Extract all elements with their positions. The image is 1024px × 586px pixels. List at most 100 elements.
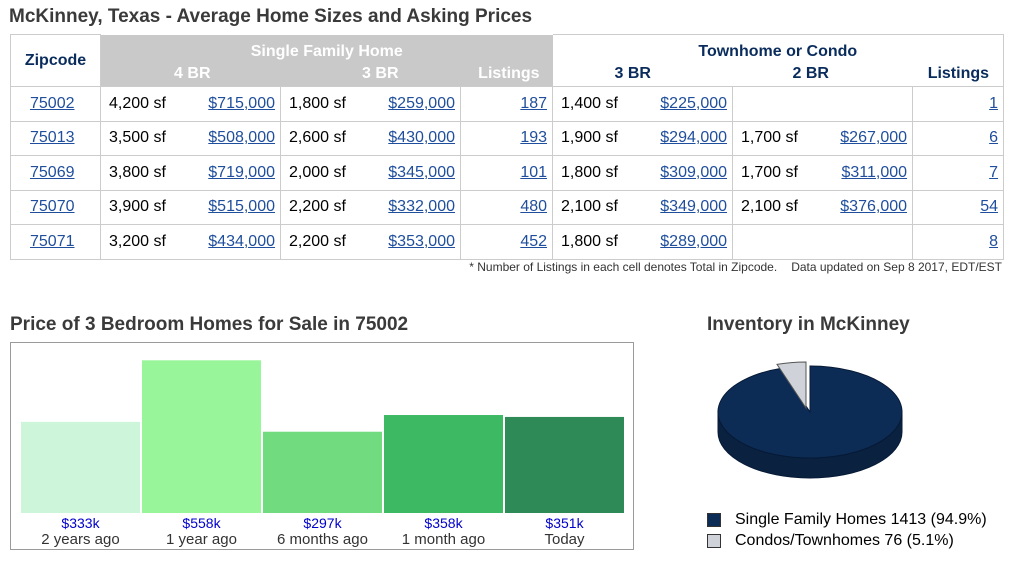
zipcode-link[interactable]: 75071 <box>30 232 75 250</box>
category-label: Today <box>544 531 585 548</box>
tc-listings-header: Listings <box>912 62 1005 87</box>
listings-link[interactable]: 193 <box>520 129 548 147</box>
listings-link[interactable]: 187 <box>520 94 548 112</box>
price-link[interactable]: $259,000 <box>388 94 455 112</box>
zipcode-link[interactable]: 75013 <box>30 129 75 147</box>
listings-link[interactable]: 7 <box>989 163 999 181</box>
price-link[interactable]: $430,000 <box>388 129 455 147</box>
pie-slice-condos <box>776 361 807 410</box>
zipcode-header: Zipcode <box>10 34 101 87</box>
listings-link[interactable]: 480 <box>520 198 548 216</box>
price-link[interactable]: $225,000 <box>660 94 728 112</box>
tc-3br-cell: 1,800 sf $309,000 <box>552 155 734 191</box>
zipcode-link[interactable]: 75070 <box>30 198 75 216</box>
inventory-pie-chart <box>717 361 903 479</box>
size-value: 2,600 sf <box>289 129 346 147</box>
legend-label: Condos/Townhomes <box>735 531 880 549</box>
price-link[interactable]: $294,000 <box>660 129 728 147</box>
price-link[interactable]: $311,000 <box>841 163 908 181</box>
price-link[interactable]: $289,000 <box>660 232 728 250</box>
sf-4br-cell: 3,900 sf $515,000 <box>100 189 281 225</box>
bar-value-label: $351k <box>545 515 584 531</box>
bar <box>263 431 382 513</box>
size-value: 2,000 sf <box>289 163 346 181</box>
size-value: 2,100 sf <box>561 198 618 216</box>
size-value: 3,800 sf <box>109 163 166 181</box>
bar <box>384 415 503 513</box>
zipcode-link[interactable]: 75002 <box>30 94 75 112</box>
listings-link[interactable]: 101 <box>520 163 548 181</box>
price-link[interactable]: $267,000 <box>840 129 908 147</box>
pie-legend: Single Family Homes 1413 (94.9%) Condos/… <box>707 509 987 551</box>
price-link[interactable]: $353,000 <box>388 232 455 250</box>
price-link[interactable]: $515,000 <box>208 198 275 216</box>
sf-listings-header: Listings <box>460 62 553 87</box>
bar-chart-title: Price of 3 Bedroom Homes for Sale in 750… <box>10 314 409 335</box>
tc-3br-cell: 2,100 sf $349,000 <box>552 189 734 225</box>
legend-label: Single Family Homes <box>735 510 887 528</box>
tc-3br-header: 3 BR <box>552 62 733 87</box>
size-value: 2,200 sf <box>289 232 346 250</box>
size-value: 3,900 sf <box>109 198 166 216</box>
legend-item-condos: Condos/Townhomes 76 (5.1%) <box>707 530 987 551</box>
price-link[interactable]: $434,000 <box>208 232 275 250</box>
price-link[interactable]: $719,000 <box>208 163 275 181</box>
size-value: 2,100 sf <box>741 198 798 216</box>
price-link[interactable]: $309,000 <box>660 163 728 181</box>
listings-link[interactable]: 8 <box>989 232 999 250</box>
data-updated-note: Data updated on Sep 8 2017, EDT/EST <box>791 260 1002 274</box>
bar <box>21 421 140 513</box>
zipcode-link[interactable]: 75069 <box>30 163 75 181</box>
bar <box>142 360 261 513</box>
listings-link[interactable]: 452 <box>520 232 548 250</box>
legend-item-single-family: Single Family Homes 1413 (94.9%) <box>707 509 987 530</box>
table-row: 75070 3,900 sf $515,000 2,200 sf $332,000 480… <box>10 189 1005 225</box>
size-value: 1,800 sf <box>289 94 346 112</box>
sf-3br-header: 3 BR <box>280 62 461 87</box>
sf-listings-cell: 187 <box>459 86 554 122</box>
sf-4br-cell: 3,500 sf $508,000 <box>100 120 281 156</box>
price-link[interactable]: $345,000 <box>388 163 455 181</box>
size-value: 2,200 sf <box>289 198 346 216</box>
sf-4br-cell: 4,200 sf $715,000 <box>100 86 281 122</box>
bar-value-label: $297k <box>303 515 342 531</box>
tc-3br-cell: 1,900 sf $294,000 <box>552 120 734 156</box>
price-bar-chart: $333k 2 years ago $558k 1 year ago $297k 6 mo… <box>10 342 634 550</box>
table-footnote: * Number of Listings in each cell denote… <box>469 260 1002 274</box>
tc-listings-cell: 8 <box>912 224 1005 260</box>
tc-listings-cell: 7 <box>912 155 1005 191</box>
listings-link[interactable]: 54 <box>980 198 999 216</box>
table-row: 75071 3,200 sf $434,000 2,200 sf $353,000 452… <box>10 224 1005 260</box>
legend-swatch <box>707 512 721 527</box>
legend-percent: 5.1% <box>912 531 949 549</box>
townhome-condo-header: Townhome or Condo <box>552 34 1005 63</box>
listings-link[interactable]: 6 <box>989 129 999 147</box>
bar-value-label: $358k <box>424 515 463 531</box>
table-row: 75013 3,500 sf $508,000 2,600 sf $430,000 193… <box>10 120 1005 156</box>
tc-listings-cell: 54 <box>912 189 1005 225</box>
listings-link[interactable]: 1 <box>989 94 999 112</box>
price-link[interactable]: $508,000 <box>208 129 275 147</box>
price-link[interactable]: $715,000 <box>208 94 275 112</box>
tc-listings-cell: 6 <box>912 120 1005 156</box>
zip-cell: 75002 <box>10 86 101 122</box>
page-title: McKinney, Texas - Average Home Sizes and… <box>9 6 533 27</box>
tc-2br-cell: 1,700 sf $267,000 <box>732 120 914 156</box>
sf-3br-cell: 2,600 sf $430,000 <box>280 120 461 156</box>
sf-3br-cell: 2,200 sf $332,000 <box>280 189 461 225</box>
price-link[interactable]: $376,000 <box>840 198 908 216</box>
category-label: 1 month ago <box>402 531 485 548</box>
single-family-header: Single Family Home <box>100 34 553 63</box>
legend-count: 76 <box>884 531 903 549</box>
zip-cell: 75013 <box>10 120 101 156</box>
tc-2br-cell: 2,100 sf $376,000 <box>732 189 914 225</box>
price-link[interactable]: $349,000 <box>660 198 728 216</box>
size-value: 1,700 sf <box>741 163 798 181</box>
tc-2br-cell: 1,700 sf $311,000 <box>732 155 914 191</box>
listings-note: * Number of Listings in each cell denote… <box>469 260 778 274</box>
tc-2br-cell <box>732 86 914 122</box>
size-value: 1,900 sf <box>561 129 618 147</box>
price-link[interactable]: $332,000 <box>388 198 455 216</box>
sf-listings-cell: 452 <box>459 224 554 260</box>
